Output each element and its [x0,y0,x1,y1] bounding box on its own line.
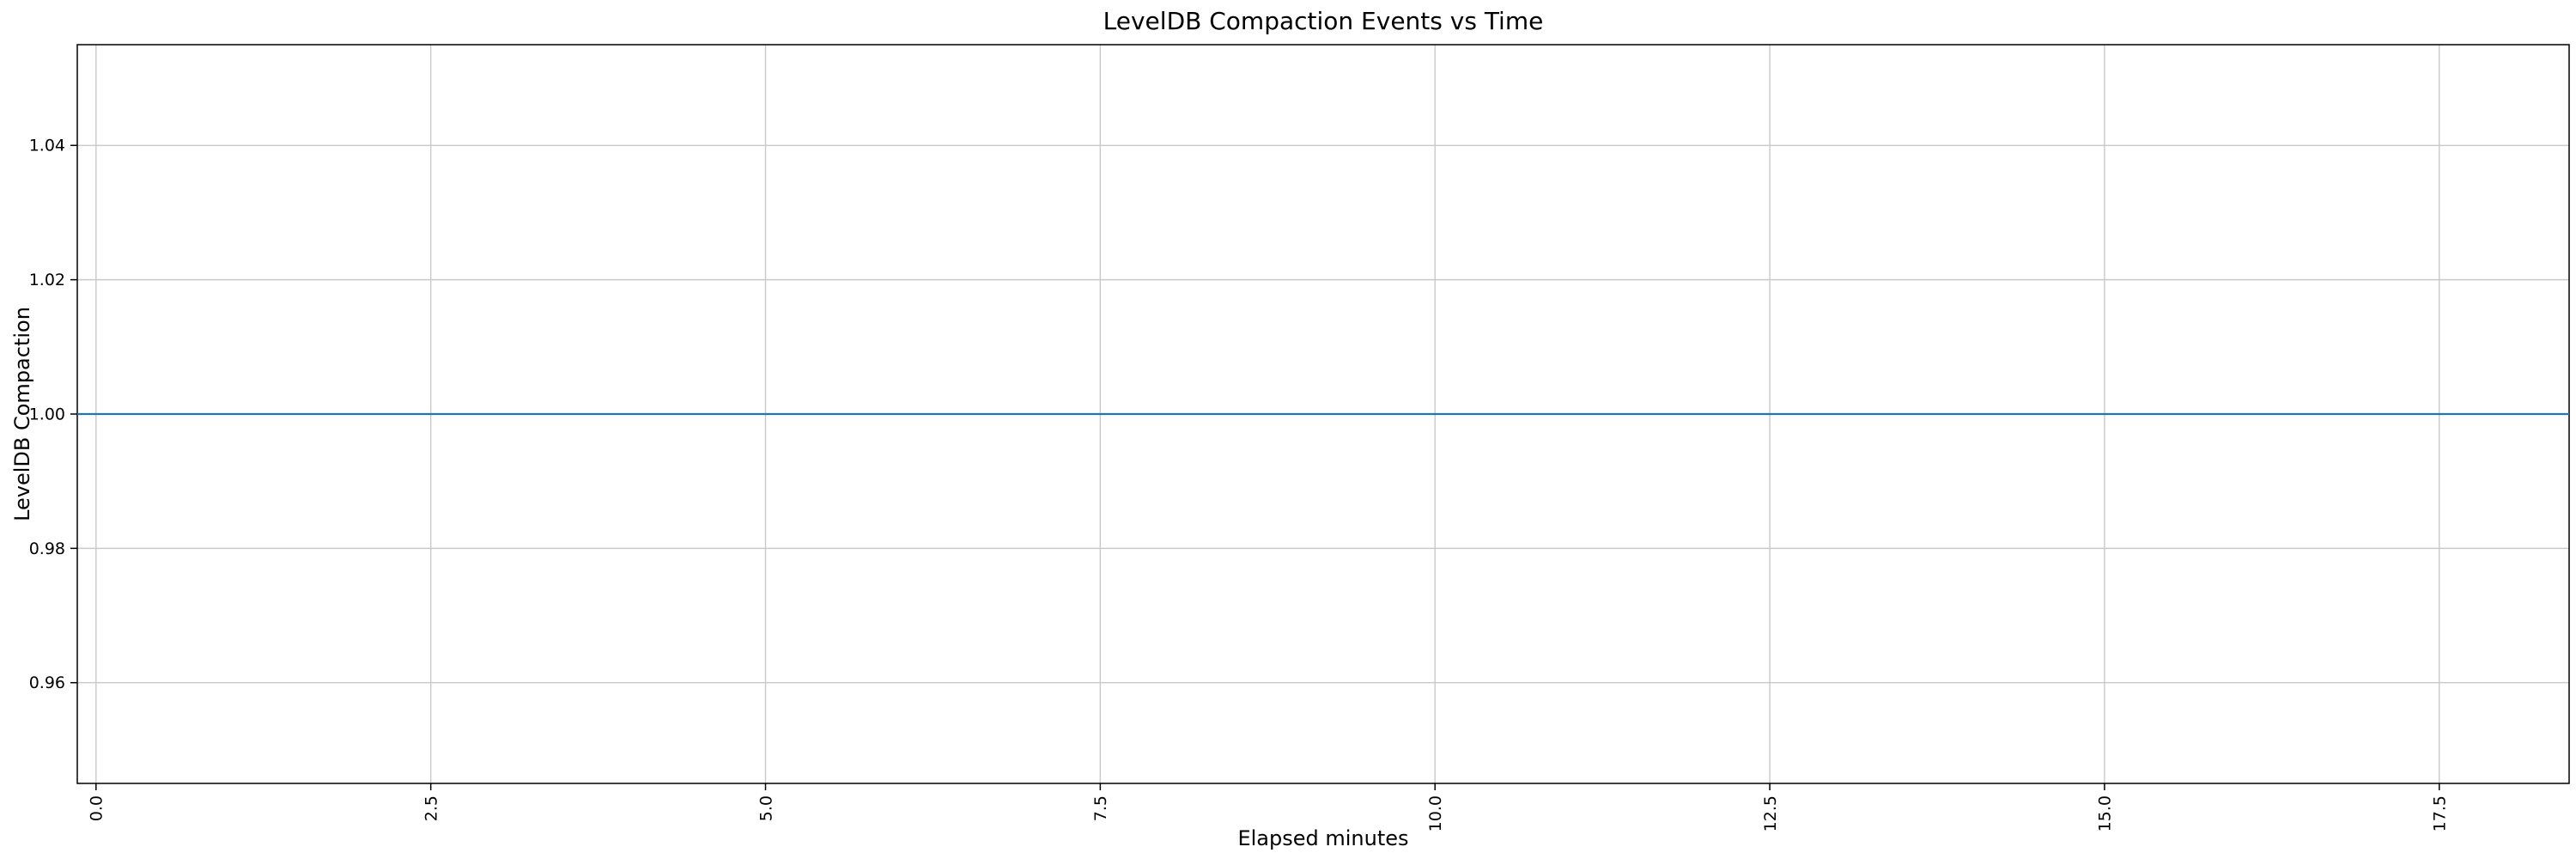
y-axis-ticks: 0.96 0.98 1.00 1.02 1.04 [29,137,77,692]
x-tick-label: 7.5 [1091,795,1110,821]
y-axis-label: LevelDB Compaction [10,307,34,521]
y-tick-label: 1.00 [29,405,65,423]
x-tick-label: 15.0 [2096,795,2115,832]
x-axis-label: Elapsed minutes [1237,826,1409,850]
y-tick-label: 0.96 [29,673,65,692]
x-tick-label: 5.0 [756,795,775,821]
x-tick-label: 0.0 [88,795,106,821]
y-tick-label: 1.02 [29,271,65,289]
x-tick-label: 12.5 [1761,795,1780,832]
y-tick-label: 0.98 [29,539,65,558]
x-axis-ticks: 0.0 2.5 5.0 7.5 10.0 12.5 15.0 17.5 [88,783,2450,832]
x-tick-label: 2.5 [422,795,441,821]
x-tick-label: 17.5 [2431,795,2450,832]
chart-title: LevelDB Compaction Events vs Time [1103,7,1544,35]
x-tick-label: 10.0 [1426,795,1445,832]
y-tick-label: 1.04 [29,137,65,155]
